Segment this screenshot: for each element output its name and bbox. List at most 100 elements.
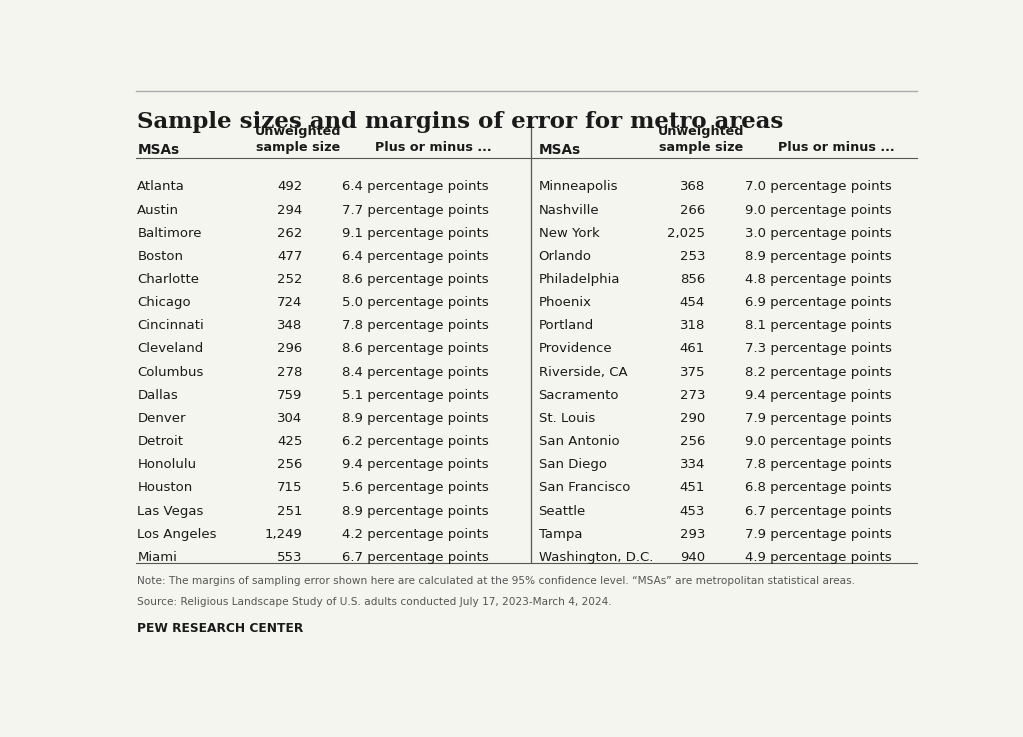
Text: 368: 368 — [680, 181, 705, 193]
Text: 348: 348 — [277, 319, 303, 332]
Text: 5.6 percentage points: 5.6 percentage points — [342, 481, 489, 495]
Text: Philadelphia: Philadelphia — [538, 273, 620, 286]
Text: Dallas: Dallas — [137, 388, 178, 402]
Text: Providence: Providence — [538, 343, 612, 355]
Text: 451: 451 — [679, 481, 705, 495]
Text: Honolulu: Honolulu — [137, 458, 196, 471]
Text: 4.9 percentage points: 4.9 percentage points — [745, 551, 891, 564]
Text: Baltimore: Baltimore — [137, 227, 202, 240]
Text: Atlanta: Atlanta — [137, 181, 185, 193]
Text: Plus or minus ...: Plus or minus ... — [777, 141, 894, 154]
Text: 304: 304 — [277, 412, 303, 425]
Text: 6.8 percentage points: 6.8 percentage points — [745, 481, 891, 495]
Text: Columbus: Columbus — [137, 366, 204, 379]
Text: Denver: Denver — [137, 412, 186, 425]
Text: 6.4 percentage points: 6.4 percentage points — [342, 250, 489, 263]
Text: 253: 253 — [679, 250, 705, 263]
Text: 715: 715 — [277, 481, 303, 495]
Text: Cincinnati: Cincinnati — [137, 319, 205, 332]
Text: 294: 294 — [277, 203, 303, 217]
Text: 296: 296 — [277, 343, 303, 355]
Text: 9.4 percentage points: 9.4 percentage points — [745, 388, 891, 402]
Text: Chicago: Chicago — [137, 296, 191, 309]
Text: Unweighted
sample size: Unweighted sample size — [255, 125, 342, 154]
Text: 4.8 percentage points: 4.8 percentage points — [745, 273, 891, 286]
Text: 7.9 percentage points: 7.9 percentage points — [745, 528, 891, 541]
Text: New York: New York — [538, 227, 599, 240]
Text: 278: 278 — [277, 366, 303, 379]
Text: 251: 251 — [277, 505, 303, 517]
Text: 293: 293 — [679, 528, 705, 541]
Text: Los Angeles: Los Angeles — [137, 528, 217, 541]
Text: Minneapolis: Minneapolis — [538, 181, 618, 193]
Text: 425: 425 — [277, 435, 303, 448]
Text: 8.9 percentage points: 8.9 percentage points — [745, 250, 891, 263]
Text: 454: 454 — [680, 296, 705, 309]
Text: Sacramento: Sacramento — [538, 388, 619, 402]
Text: 4.2 percentage points: 4.2 percentage points — [342, 528, 489, 541]
Text: 1,249: 1,249 — [264, 528, 303, 541]
Text: 266: 266 — [680, 203, 705, 217]
Text: 2,025: 2,025 — [667, 227, 705, 240]
Text: 6.7 percentage points: 6.7 percentage points — [745, 505, 891, 517]
Text: 5.1 percentage points: 5.1 percentage points — [342, 388, 489, 402]
Text: 6.4 percentage points: 6.4 percentage points — [342, 181, 489, 193]
Text: 6.9 percentage points: 6.9 percentage points — [745, 296, 891, 309]
Text: 453: 453 — [679, 505, 705, 517]
Text: 9.0 percentage points: 9.0 percentage points — [745, 203, 891, 217]
Text: Boston: Boston — [137, 250, 183, 263]
Text: Sample sizes and margins of error for metro areas: Sample sizes and margins of error for me… — [137, 111, 784, 133]
Text: 8.4 percentage points: 8.4 percentage points — [342, 366, 489, 379]
Text: Houston: Houston — [137, 481, 192, 495]
Text: 7.8 percentage points: 7.8 percentage points — [342, 319, 489, 332]
Text: San Diego: San Diego — [538, 458, 607, 471]
Text: 290: 290 — [680, 412, 705, 425]
Text: 252: 252 — [277, 273, 303, 286]
Text: 6.7 percentage points: 6.7 percentage points — [342, 551, 489, 564]
Text: 318: 318 — [679, 319, 705, 332]
Text: Riverside, CA: Riverside, CA — [538, 366, 627, 379]
Text: Unweighted
sample size: Unweighted sample size — [658, 125, 745, 154]
Text: Miami: Miami — [137, 551, 177, 564]
Text: 856: 856 — [680, 273, 705, 286]
Text: 3.0 percentage points: 3.0 percentage points — [745, 227, 891, 240]
Text: 8.9 percentage points: 8.9 percentage points — [342, 505, 489, 517]
Text: PEW RESEARCH CENTER: PEW RESEARCH CENTER — [137, 622, 304, 635]
Text: 9.0 percentage points: 9.0 percentage points — [745, 435, 891, 448]
Text: Phoenix: Phoenix — [538, 296, 591, 309]
Text: 7.7 percentage points: 7.7 percentage points — [342, 203, 489, 217]
Text: Washington, D.C.: Washington, D.C. — [538, 551, 653, 564]
Text: 5.0 percentage points: 5.0 percentage points — [342, 296, 489, 309]
Text: St. Louis: St. Louis — [538, 412, 594, 425]
Text: Seattle: Seattle — [538, 505, 586, 517]
Text: 256: 256 — [277, 458, 303, 471]
Text: 8.6 percentage points: 8.6 percentage points — [342, 343, 489, 355]
Text: 9.1 percentage points: 9.1 percentage points — [342, 227, 489, 240]
Text: Las Vegas: Las Vegas — [137, 505, 204, 517]
Text: San Antonio: San Antonio — [538, 435, 619, 448]
Text: 8.1 percentage points: 8.1 percentage points — [745, 319, 891, 332]
Text: 7.8 percentage points: 7.8 percentage points — [745, 458, 891, 471]
Text: 273: 273 — [679, 388, 705, 402]
Text: 262: 262 — [277, 227, 303, 240]
Text: Note: The margins of sampling error shown here are calculated at the 95% confide: Note: The margins of sampling error show… — [137, 576, 855, 586]
Text: Portland: Portland — [538, 319, 593, 332]
Text: 8.6 percentage points: 8.6 percentage points — [342, 273, 489, 286]
Text: 7.9 percentage points: 7.9 percentage points — [745, 412, 891, 425]
Text: 492: 492 — [277, 181, 303, 193]
Text: 940: 940 — [680, 551, 705, 564]
Text: MSAs: MSAs — [538, 142, 581, 156]
Text: Detroit: Detroit — [137, 435, 183, 448]
Text: 9.4 percentage points: 9.4 percentage points — [342, 458, 489, 471]
Text: 256: 256 — [679, 435, 705, 448]
Text: San Francisco: San Francisco — [538, 481, 630, 495]
Text: 8.2 percentage points: 8.2 percentage points — [745, 366, 891, 379]
Text: Cleveland: Cleveland — [137, 343, 204, 355]
Text: 8.9 percentage points: 8.9 percentage points — [342, 412, 489, 425]
Text: 759: 759 — [277, 388, 303, 402]
Text: Austin: Austin — [137, 203, 179, 217]
Text: Nashville: Nashville — [538, 203, 599, 217]
Text: Orlando: Orlando — [538, 250, 591, 263]
Text: MSAs: MSAs — [137, 142, 179, 156]
Text: 461: 461 — [680, 343, 705, 355]
